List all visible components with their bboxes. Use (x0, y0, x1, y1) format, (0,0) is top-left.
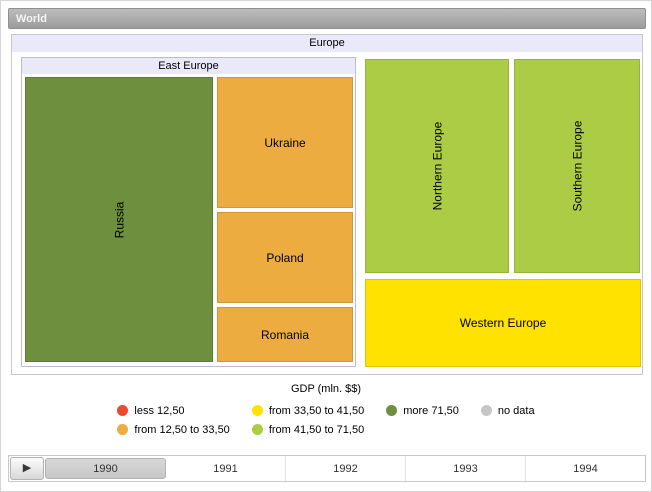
play-button[interactable]: ▶ (10, 457, 44, 480)
legend-label: more 71,50 (403, 404, 459, 417)
year-1991[interactable]: 1991 (213, 462, 238, 475)
legend-label: from 12,50 to 33,50 (134, 423, 230, 436)
tile-label-ukraine: Ukraine (264, 135, 306, 150)
tile-label-romania: Romania (260, 327, 310, 342)
legend-item-12-50-to-33-50: from 12,50 to 33,50 (117, 423, 230, 436)
legend-label: from 33,50 to 41,50 (268, 404, 365, 417)
legend-label: no data (497, 404, 535, 417)
year-1990[interactable]: 1990 (45, 458, 166, 479)
group-header-europe[interactable]: Europe (12, 35, 642, 52)
legend-item-no-data: no data (480, 404, 535, 417)
legend-item-41-50-to-71-50: from 41,50 to 71,50 (251, 423, 365, 436)
legend-item-more-71-50: more 71,50 (386, 405, 459, 417)
legend-item-less-12-50: less 12,50 (117, 404, 185, 417)
year-1992[interactable]: 1992 (285, 456, 405, 481)
treemap-tile-northern-europe[interactable]: Northern Europe (365, 59, 509, 273)
legend-title: GDP (mln. $$) (290, 383, 362, 395)
treemap-chart: Europe East Europe Russia Ukraine Poland… (11, 34, 643, 375)
year-1993[interactable]: 1993 (405, 456, 525, 481)
tile-label-northern-europe: Northern Europe (430, 121, 444, 211)
timeline-years: 1990 1991 1992 1993 1994 (45, 456, 645, 481)
tile-label-russia: Russia (112, 201, 126, 238)
group-header-east-europe[interactable]: East Europe (22, 58, 355, 74)
legend-grid: less 12,50 from 12,50 to 33,50 from 33,5… (117, 404, 535, 436)
legend-swatch-yellow-icon (251, 405, 263, 416)
legend-swatch-dark-green-icon (386, 405, 398, 416)
timeline: ▶ 1990 1991 1992 1993 1994 (8, 455, 646, 482)
year-1994[interactable]: 1994 (525, 456, 645, 481)
legend: GDP (mln. $$) less 12,50 from 12,50 to 3… (1, 383, 651, 436)
treemap-tile-western-europe[interactable]: Western Europe (365, 279, 641, 367)
treemap-tile-romania[interactable]: Romania (217, 307, 353, 362)
treemap-tile-southern-europe[interactable]: Southern Europe (514, 59, 640, 273)
group-east-europe: East Europe Russia Ukraine Poland Romani… (21, 57, 356, 367)
legend-item-33-50-to-41-50: from 33,50 to 41,50 (251, 404, 365, 417)
treemap-tile-russia[interactable]: Russia (25, 77, 213, 362)
breadcrumb-world-button[interactable]: World (8, 8, 646, 29)
tile-label-poland: Poland (266, 250, 304, 265)
tile-label-western-europe: Western Europe (459, 316, 547, 330)
play-icon: ▶ (22, 462, 32, 474)
legend-swatch-gray-icon (480, 405, 492, 416)
tile-label-southern-europe: Southern Europe (569, 120, 584, 212)
legend-label: from 41,50 to 71,50 (268, 423, 365, 436)
legend-swatch-orange-icon (117, 424, 129, 435)
legend-label: less 12,50 (134, 404, 185, 417)
treemap-tile-ukraine[interactable]: Ukraine (217, 77, 353, 208)
legend-swatch-yellow-green-icon (251, 424, 263, 435)
treemap-tile-poland[interactable]: Poland (217, 212, 353, 303)
legend-swatch-red-icon (117, 405, 129, 416)
breadcrumb-label: World (16, 12, 47, 25)
